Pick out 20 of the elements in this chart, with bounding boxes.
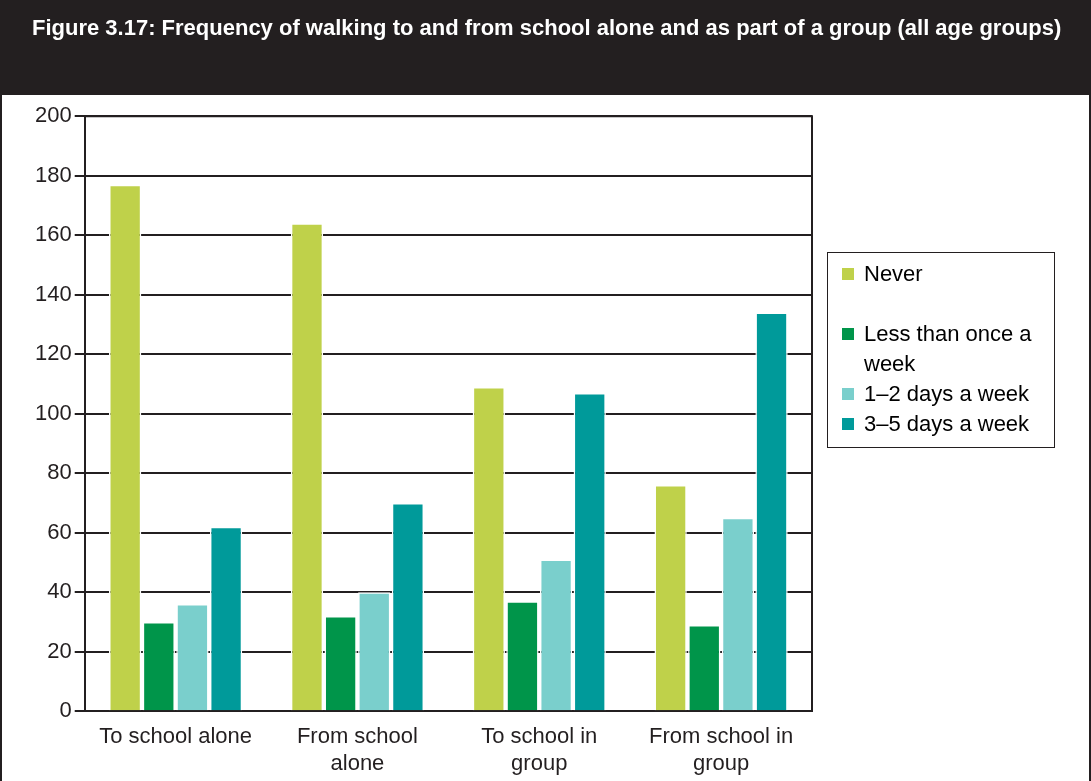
legend-label: 1–2 days a week: [864, 380, 1030, 408]
x-tick-label: To school alone: [99, 723, 253, 749]
x-tick-label: From school in group: [648, 723, 794, 775]
y-tick-label: 60: [47, 518, 72, 544]
x-tick-label: From school alone: [296, 723, 418, 775]
y-tick-label: 0: [59, 697, 72, 723]
chart-title: Figure 3.17: Frequency of walking to and from school alone and as part of a group (all age groups): [2, 0, 1089, 95]
y-tick-label: 40: [47, 578, 72, 604]
y-tick-label: 100: [34, 399, 72, 425]
x-tick-label: To school in group: [481, 723, 598, 775]
legend-label: Never: [864, 260, 923, 288]
y-tick-label: 160: [34, 221, 72, 247]
y-tick-label: 140: [34, 280, 72, 306]
legend-label: 3–5 days a week: [864, 410, 1030, 438]
y-tick-label: 180: [34, 161, 72, 187]
y-tick-label: 20: [47, 637, 72, 663]
legend-label: Less than once a week: [864, 320, 1033, 378]
y-tick-label: 80: [47, 459, 72, 485]
y-tick-label: 200: [34, 102, 72, 128]
y-tick-label: 120: [34, 340, 72, 366]
